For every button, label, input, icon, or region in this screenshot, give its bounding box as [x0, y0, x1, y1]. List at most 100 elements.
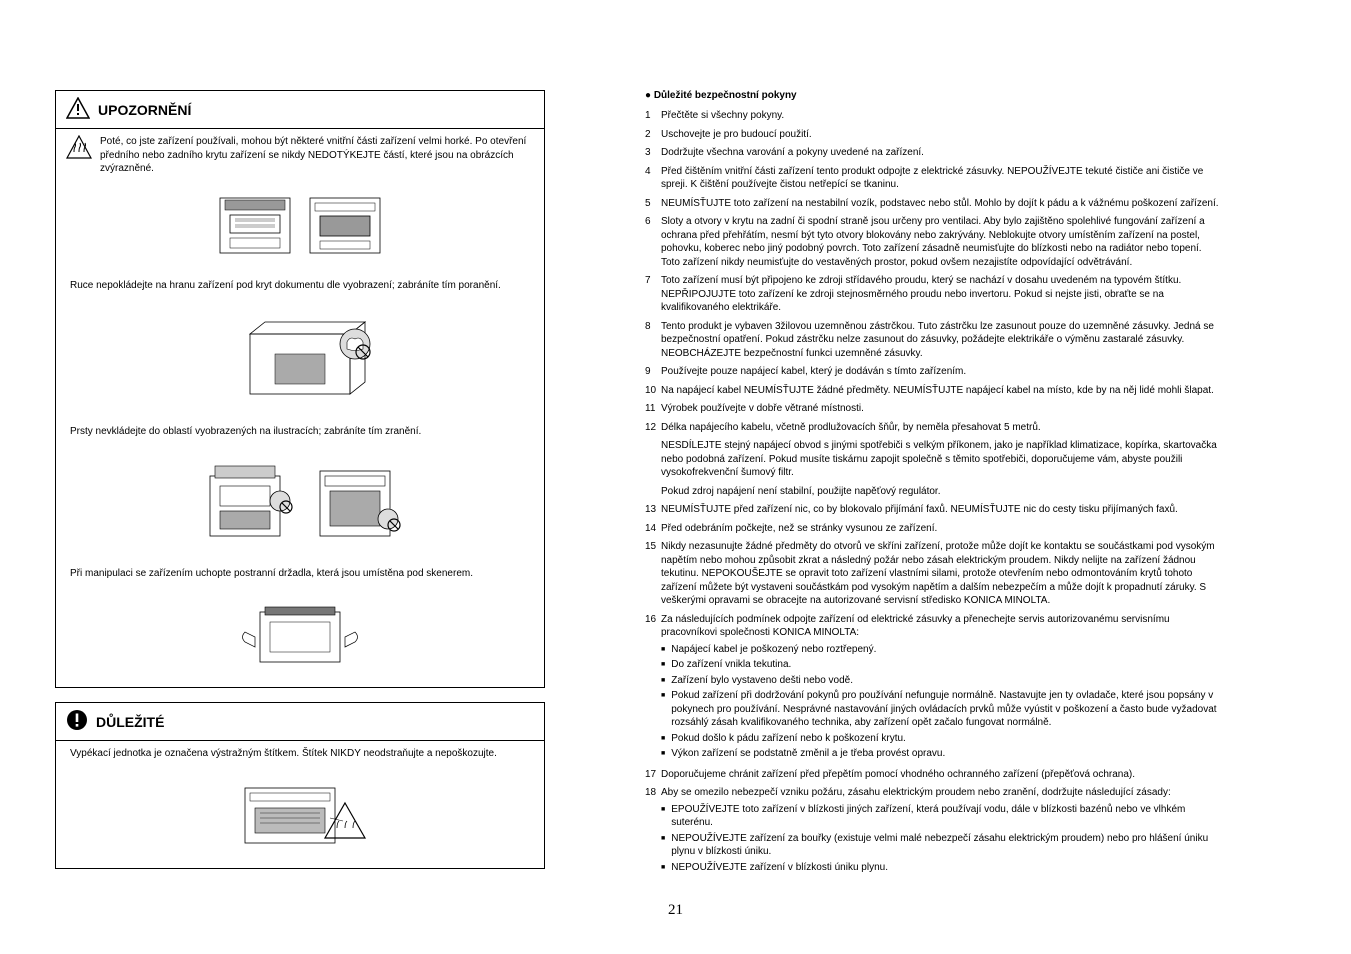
instruction-text: Sloty a otvory v krytu na zadní či spodn…: [661, 215, 1220, 269]
instruction-text: Doporučujeme chránit zařízení před přepě…: [661, 768, 1220, 782]
instruction-body: Přečtěte si všechny pokyny.: [661, 109, 1220, 123]
instruction-number: 11: [645, 402, 661, 416]
instruction-body: Sloty a otvory v krytu na zadní či spodn…: [661, 215, 1220, 269]
instruction-item: 6Sloty a otvory v krytu na zadní či spod…: [645, 215, 1220, 269]
hot-parts-text: Poté, co jste zařízení používali, mohou …: [100, 135, 534, 176]
dulezite-box: DŮLEŽITÉ Vypékací jednotka je označena v…: [55, 702, 545, 869]
instruction-number: 9: [645, 365, 661, 379]
instruction-text: Uschovejte je pro budoucí použití.: [661, 128, 1220, 142]
instruction-bullet: NEPOUŽÍVEJTE zařízení v blízkosti úniku …: [661, 861, 1220, 875]
hot-parts-warning: Poté, co jste zařízení používali, mohou …: [56, 129, 544, 182]
instruction-text: Dodržujte všechna varování a pokyny uved…: [661, 146, 1220, 160]
instruction-text: Na napájecí kabel NEUMÍSŤUJTE žádné před…: [661, 384, 1220, 398]
instruction-body: Výrobek používejte v dobře větrané místn…: [661, 402, 1220, 416]
grip-warning-text: Při manipulaci se zařízením uchopte post…: [56, 561, 544, 587]
instruction-text: Délka napájecího kabelu, včetně prodlužo…: [661, 421, 1220, 435]
instruction-bullet: Zařízení bylo vystaveno dešti nebo vodě.: [661, 674, 1220, 688]
instruction-item: 18Aby se omezilo nebezpečí vzniku požáru…: [645, 786, 1220, 876]
instruction-item: 3Dodržujte všechna varování a pokyny uve…: [645, 146, 1220, 160]
instruction-text: NEUMÍSŤUJTE před zařízení nic, co by blo…: [661, 503, 1220, 517]
instruction-item: 14Před odebráním počkejte, než se stránk…: [645, 522, 1220, 536]
instruction-number: 8: [645, 320, 661, 361]
instruction-text: Tento produkt je vybaven 3žilovou uzemně…: [661, 320, 1220, 361]
instruction-text: Toto zařízení musí být připojeno ke zdro…: [661, 274, 1220, 315]
instruction-bullet-list: Napájecí kabel je poškozený nebo roztřep…: [661, 643, 1220, 761]
instruction-body: Před čištěním vnitřní části zařízení ten…: [661, 165, 1220, 192]
caution-triangle-icon: [66, 97, 90, 122]
instruction-paragraph: NESDÍLEJTE stejný napájecí obvod s jiným…: [661, 439, 1220, 480]
dulezite-title: DŮLEŽITÉ: [96, 714, 164, 730]
instruction-item: 7Toto zařízení musí být připojeno ke zdr…: [645, 274, 1220, 315]
instruction-text: Používejte pouze napájecí kabel, který j…: [661, 365, 1220, 379]
instruction-number: 17: [645, 768, 661, 782]
instruction-body: Před odebráním počkejte, než se stránky …: [661, 522, 1220, 536]
instruction-number: 14: [645, 522, 661, 536]
instruction-item: 1Přečtěte si všechny pokyny.: [645, 109, 1220, 123]
instruction-bullet: Do zařízení vnikla tekutina.: [661, 658, 1220, 672]
instruction-item: 11Výrobek používejte v dobře větrané mís…: [645, 402, 1220, 416]
safety-instruction-list: 1Přečtěte si všechny pokyny.2Uschovejte …: [645, 109, 1220, 876]
document-page: UPOZORNĚNÍ Poté, co jste zařízení použív…: [0, 0, 1351, 923]
hands-warning-text: Ruce nepokládejte na hranu zařízení pod …: [56, 273, 544, 299]
instruction-item: 10Na napájecí kabel NEUMÍSŤUJTE žádné př…: [645, 384, 1220, 398]
hands-illustration: [56, 298, 544, 419]
instruction-bullet-list: EPOUŽÍVEJTE toto zařízení v blízkosti ji…: [661, 803, 1220, 875]
instruction-number: 12: [645, 421, 661, 499]
instruction-item: 13NEUMÍSŤUJTE před zařízení nic, co by b…: [645, 503, 1220, 517]
instruction-body: Tento produkt je vybaven 3žilovou uzemně…: [661, 320, 1220, 361]
hot-surface-icon: [66, 135, 92, 162]
instruction-item: 8Tento produkt je vybaven 3žilovou uzemn…: [645, 320, 1220, 361]
instruction-paragraph: Pokud zdroj napájení není stabilní, použ…: [661, 485, 1220, 499]
instruction-body: Uschovejte je pro budoucí použití.: [661, 128, 1220, 142]
instruction-body: Používejte pouze napájecí kabel, který j…: [661, 365, 1220, 379]
instruction-text: Za následujících podmínek odpojte zaříze…: [661, 613, 1220, 640]
dulezite-header: DŮLEŽITÉ: [56, 703, 544, 741]
instruction-bullet: Pokud došlo k pádu zařízení nebo k poško…: [661, 732, 1220, 746]
instruction-text: Výrobek používejte v dobře větrané místn…: [661, 402, 1220, 416]
fuser-illustration: [56, 767, 544, 868]
fingers-illustrations: [56, 445, 544, 561]
instruction-text: Nikdy nezasunujte žádné předměty do otvo…: [661, 540, 1220, 608]
upozorneni-title: UPOZORNĚNÍ: [98, 102, 191, 118]
left-column: UPOZORNĚNÍ Poté, co jste zařízení použív…: [55, 90, 545, 883]
instruction-number: 1: [645, 109, 661, 123]
instruction-number: 2: [645, 128, 661, 142]
instruction-number: 16: [645, 613, 661, 763]
instruction-number: 10: [645, 384, 661, 398]
important-circle-icon: [66, 709, 88, 734]
instruction-body: Na napájecí kabel NEUMÍSŤUJTE žádné před…: [661, 384, 1220, 398]
safety-heading: ● Důležité bezpečnostní pokyny: [645, 90, 1220, 101]
upozorneni-header: UPOZORNĚNÍ: [56, 91, 544, 129]
instruction-item: 4Před čištěním vnitřní části zařízení te…: [645, 165, 1220, 192]
grip-illustration: [56, 586, 544, 687]
instruction-text: NEUMÍSŤUJTE toto zařízení na nestabilní …: [661, 197, 1220, 211]
instruction-body: Toto zařízení musí být připojeno ke zdro…: [661, 274, 1220, 315]
hot-parts-illustrations: [56, 182, 544, 273]
instruction-body: Délka napájecího kabelu, včetně prodlužo…: [661, 421, 1220, 499]
instruction-item: 5NEUMÍSŤUJTE toto zařízení na nestabilní…: [645, 197, 1220, 211]
instruction-number: 5: [645, 197, 661, 211]
instruction-item: 2Uschovejte je pro budoucí použití.: [645, 128, 1220, 142]
instruction-body: Za následujících podmínek odpojte zaříze…: [661, 613, 1220, 763]
instruction-text: Přečtěte si všechny pokyny.: [661, 109, 1220, 123]
right-column: ● Důležité bezpečnostní pokyny 1Přečtěte…: [645, 90, 1220, 883]
instruction-item: 12Délka napájecího kabelu, včetně prodlu…: [645, 421, 1220, 499]
instruction-bullet: Pokud zařízení při dodržování pokynů pro…: [661, 689, 1220, 730]
fingers-warning-text: Prsty nevkládejte do oblastí vyobrazenýc…: [56, 419, 544, 445]
instruction-bullet: Výkon zařízení se podstatně změnil a je …: [661, 747, 1220, 761]
instruction-number: 6: [645, 215, 661, 269]
instruction-body: NEUMÍSŤUJTE toto zařízení na nestabilní …: [661, 197, 1220, 211]
page-number: 21: [0, 902, 1351, 919]
instruction-bullet: EPOUŽÍVEJTE toto zařízení v blízkosti ji…: [661, 803, 1220, 830]
instruction-item: 15Nikdy nezasunujte žádné předměty do ot…: [645, 540, 1220, 608]
instruction-body: NEUMÍSŤUJTE před zařízení nic, co by blo…: [661, 503, 1220, 517]
instruction-number: 15: [645, 540, 661, 608]
instruction-bullet: Napájecí kabel je poškozený nebo roztřep…: [661, 643, 1220, 657]
dulezite-text: Vypékací jednotka je označena výstražným…: [56, 741, 544, 767]
instruction-number: 18: [645, 786, 661, 876]
instruction-item: 17Doporučujeme chránit zařízení před pře…: [645, 768, 1220, 782]
instruction-number: 13: [645, 503, 661, 517]
instruction-text: Aby se omezilo nebezpečí vzniku požáru, …: [661, 786, 1220, 800]
instruction-text: Před čištěním vnitřní části zařízení ten…: [661, 165, 1220, 192]
instruction-number: 3: [645, 146, 661, 160]
